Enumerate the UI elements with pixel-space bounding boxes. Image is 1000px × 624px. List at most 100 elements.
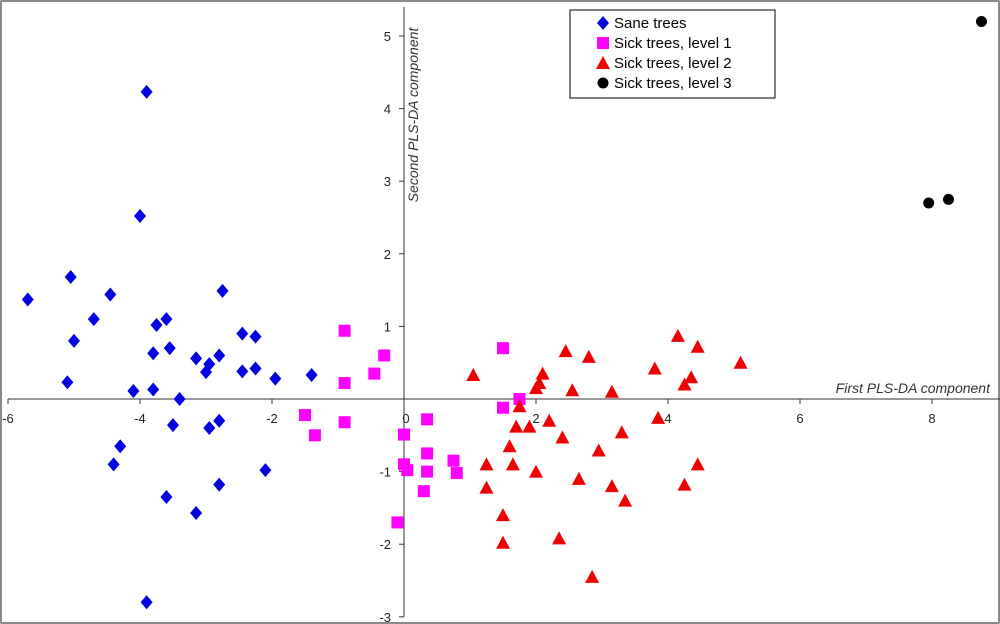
data-point — [976, 15, 987, 27]
data-point — [733, 355, 748, 369]
data-point — [565, 383, 580, 397]
series-3 — [466, 328, 748, 583]
y-tick-label: 5 — [384, 29, 391, 44]
data-point — [150, 317, 163, 332]
data-point — [529, 464, 543, 478]
data-point — [677, 477, 692, 491]
data-point — [299, 408, 311, 421]
legend-label: Sick trees, level 2 — [614, 55, 732, 72]
data-point — [190, 351, 203, 366]
y-tick-label: 3 — [384, 174, 391, 189]
legend-marker — [597, 77, 609, 89]
data-point — [140, 84, 153, 99]
data-point — [160, 312, 173, 327]
data-point — [269, 371, 282, 386]
legend-item: Sane trees — [597, 15, 687, 32]
data-point — [670, 328, 685, 342]
data-point — [529, 381, 543, 395]
data-point — [308, 429, 321, 442]
series-4 — [923, 15, 987, 209]
data-point — [466, 368, 481, 382]
data-point — [134, 209, 146, 224]
legend-item: Sick trees, level 1 — [597, 35, 732, 52]
data-point — [552, 531, 567, 545]
data-point — [479, 457, 494, 471]
series-2 — [299, 324, 526, 529]
y-tick-label: -3 — [379, 610, 391, 624]
data-point — [147, 382, 160, 397]
data-point — [923, 197, 935, 209]
data-point — [690, 339, 705, 353]
x-tick-label: -4 — [134, 411, 146, 426]
data-point — [513, 393, 526, 405]
data-point — [259, 463, 272, 478]
data-point — [421, 465, 434, 478]
data-point — [690, 457, 705, 471]
legend-item: Sick trees, level 2 — [596, 55, 732, 72]
data-point — [522, 419, 537, 433]
data-point — [502, 439, 517, 453]
data-point — [585, 569, 600, 583]
data-point — [87, 312, 100, 327]
data-point — [391, 516, 404, 529]
data-point — [604, 384, 619, 398]
legend: Sane trees Sick trees, level 1 Sick trees,… — [569, 9, 776, 99]
legend-label: Sick trees, level 3 — [614, 75, 732, 92]
data-point — [140, 595, 153, 610]
data-point — [558, 344, 573, 358]
y-ticks: -3 -2 -1 1 2 3 4 5 — [379, 29, 404, 624]
legend-label: Sick trees, level 1 — [614, 35, 732, 52]
data-point — [338, 416, 351, 429]
data-point — [497, 342, 509, 355]
data-point — [398, 428, 410, 441]
data-point — [147, 346, 160, 361]
data-point — [417, 485, 430, 498]
data-point — [555, 430, 570, 444]
data-point — [421, 447, 434, 460]
data-point — [338, 324, 351, 337]
y-tick-label: 2 — [384, 247, 391, 262]
x-tick-label: 6 — [796, 411, 803, 426]
data-point — [338, 377, 351, 390]
legend-marker — [597, 37, 609, 49]
data-point — [591, 443, 606, 457]
data-point — [512, 399, 527, 413]
data-point — [21, 292, 34, 307]
data-point — [68, 333, 80, 348]
x-tick-label: 4 — [664, 411, 671, 426]
data-point — [249, 361, 262, 376]
data-point — [614, 425, 629, 439]
data-point — [236, 364, 249, 379]
x-tick-label: -6 — [2, 411, 14, 426]
x-tick-label: 2 — [532, 411, 539, 426]
data-point — [160, 490, 173, 505]
data-point — [447, 454, 460, 467]
data-point — [216, 283, 229, 298]
data-points — [21, 15, 987, 610]
y-tick-label: 1 — [384, 319, 391, 334]
axes: -6 -4 -2 0 2 4 6 8 -3 -2 -1 1 2 3 4 5 — [2, 6, 1000, 624]
data-point — [401, 464, 414, 477]
data-point — [604, 479, 619, 493]
legend-label: Sane trees — [614, 15, 687, 32]
data-point — [647, 361, 662, 375]
data-point — [450, 467, 463, 480]
data-point — [368, 367, 381, 380]
data-point — [127, 384, 140, 399]
data-point — [497, 401, 509, 414]
data-point — [677, 377, 692, 391]
data-point — [421, 413, 434, 426]
data-point — [213, 413, 226, 428]
data-point — [213, 348, 226, 363]
data-point — [236, 326, 249, 341]
x-tick-label: 8 — [928, 411, 935, 426]
data-point — [107, 457, 120, 472]
data-point — [61, 375, 74, 390]
data-point — [479, 480, 494, 494]
data-point — [505, 457, 520, 471]
data-point — [535, 366, 550, 380]
x-tick-label: -2 — [266, 411, 278, 426]
y-axis-label: Second PLS-DA component — [405, 27, 421, 203]
data-point — [64, 270, 77, 285]
